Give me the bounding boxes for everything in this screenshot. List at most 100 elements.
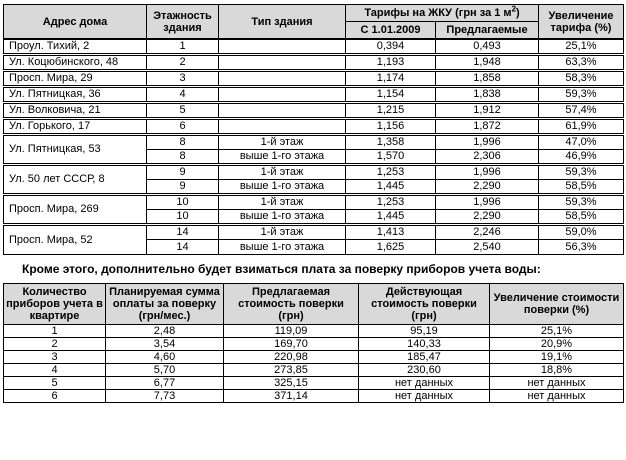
tariff-current-cell: 0,394 [345, 38, 436, 55]
table-row: 6 7,73 371,14 нет данных нет данных [3, 389, 624, 403]
cost-increase-cell: нет данных [489, 389, 624, 403]
current-cost-cell: 185,47 [358, 350, 490, 364]
tariff-current-cell: 1,358 [345, 133, 436, 150]
current-cost-cell: 140,33 [358, 337, 490, 351]
column-header-building-type: Тип здания [218, 4, 346, 40]
tariff-proposed-cell: 1,912 [435, 101, 539, 119]
table-row: Ул. Пятницкая, 53 8 1-й этаж 1,358 1,996… [3, 133, 624, 165]
building-type-cell [218, 101, 346, 119]
proposed-cost-cell: 119,09 [223, 324, 359, 338]
tariff-table: Адрес дома Этажность здания Тип здания Т… [3, 4, 624, 255]
tariff-increase-cell: 56,3% [538, 239, 624, 255]
tariff-increase-cell: 59,3% [538, 193, 624, 210]
tariff-proposed-cell: 2,246 [435, 223, 539, 240]
address-cell: Ул. Горького, 17 [3, 117, 147, 135]
table-row: 10 выше 1-го этажа 1,445 2,290 58,5% [4, 209, 624, 225]
address-cell: Ул. Пятницкая, 36 [3, 85, 147, 103]
tariff-proposed-cell: 2,290 [435, 179, 539, 195]
table-row: Ул. Горького, 17 6 1,156 1,872 61,9% [3, 117, 624, 135]
tariff-proposed-cell: 1,996 [435, 133, 539, 150]
meters-count-cell: 2 [3, 337, 106, 351]
tariff-increase-cell: 58,3% [538, 69, 624, 87]
floors-cell: 9 [146, 163, 219, 180]
floors-cell: 4 [146, 85, 219, 103]
tariff-current-cell: 1,570 [345, 149, 436, 165]
floors-cell: 10 [146, 193, 219, 210]
column-header-address: Адрес дома [3, 4, 147, 40]
meters-count-cell: 6 [3, 389, 106, 403]
floors-cell: 10 [146, 209, 219, 225]
tariff-current-cell: 1,174 [345, 69, 436, 87]
current-cost-cell: нет данных [358, 376, 490, 390]
cost-increase-cell: 20,9% [489, 337, 624, 351]
cost-increase-cell: 18,8% [489, 363, 624, 377]
tariff-current-cell: 1,253 [345, 163, 436, 180]
floors-cell: 6 [146, 117, 219, 135]
address-cell: Просп. Мира, 52 [3, 223, 147, 255]
proposed-cost-cell: 325,15 [223, 376, 359, 390]
tariff-proposed-cell: 2,306 [435, 149, 539, 165]
header-row: Адрес дома Этажность здания Тип здания Т… [3, 4, 624, 40]
building-type-cell: 1-й этаж [218, 193, 346, 210]
building-type-cell [218, 85, 346, 103]
floors-cell: 14 [146, 239, 219, 255]
table-row: Проул. Тихий, 2 1 0,394 0,493 25,1% [3, 38, 624, 55]
tariff-increase-cell: 59,0% [538, 223, 624, 240]
tariff-proposed-cell: 1,858 [435, 69, 539, 87]
current-cost-cell: 95,19 [358, 324, 490, 338]
column-header-tariff-proposed: Предлагаемые [435, 21, 539, 40]
cost-increase-cell: 25,1% [489, 324, 624, 338]
proposed-cost-cell: 371,14 [223, 389, 359, 403]
tariff-increase-cell: 58,5% [538, 209, 624, 225]
floors-cell: 5 [146, 101, 219, 119]
table-row: 3 4,60 220,98 185,47 19,1% [3, 350, 624, 364]
monthly-payment-cell: 4,60 [105, 350, 224, 364]
column-header-tariff-from: С 1.01.2009 [345, 21, 436, 40]
floors-cell: 3 [146, 69, 219, 87]
tariff-increase-cell: 59,3% [538, 163, 624, 180]
tariff-increase-cell: 61,9% [538, 117, 624, 135]
tariff-current-cell: 1,156 [345, 117, 436, 135]
cost-increase-cell: 19,1% [489, 350, 624, 364]
column-header-meters-count: Количество приборов учета в квартире [3, 283, 106, 325]
note-text: Кроме этого, дополнительно будет взимать… [22, 262, 541, 276]
table-row: 5 6,77 325,15 нет данных нет данных [3, 376, 624, 390]
column-header-tariffs-group: Тарифы на ЖКУ (грн за 1 м2) [345, 4, 539, 22]
proposed-cost-cell: 273,85 [223, 363, 359, 377]
monthly-payment-cell: 5,70 [105, 363, 224, 377]
monthly-payment-cell: 7,73 [105, 389, 224, 403]
table-row: 2 3,54 169,70 140,33 20,9% [3, 337, 624, 351]
proposed-cost-cell: 220,98 [223, 350, 359, 364]
tariff-proposed-cell: 1,948 [435, 53, 539, 71]
tariffs-group-label: Тарифы на ЖКУ (грн за 1 м [364, 7, 512, 19]
tariff-proposed-cell: 2,290 [435, 209, 539, 225]
column-header-cost-increase: Увеличение стоимости поверки (%) [489, 283, 624, 325]
building-type-cell [218, 38, 346, 55]
floors-cell: 8 [146, 133, 219, 150]
address-cell: Просп. Мира, 29 [3, 69, 147, 87]
tariff-current-cell: 1,193 [345, 53, 436, 71]
meters-count-cell: 3 [3, 350, 106, 364]
tariff-current-cell: 1,253 [345, 193, 436, 210]
column-header-monthly-payment: Планируемая сумма оплаты за поверку (грн… [105, 283, 224, 325]
tariff-current-cell: 1,215 [345, 101, 436, 119]
table-row: Просп. Мира, 29 3 1,174 1,858 58,3% [3, 69, 624, 87]
address-cell: Проул. Тихий, 2 [3, 38, 147, 55]
table-row: Ул. Волковича, 21 5 1,215 1,912 57,4% [3, 101, 624, 119]
building-type-cell [218, 69, 346, 87]
building-type-cell: выше 1-го этажа [218, 239, 346, 255]
building-type-cell: выше 1-го этажа [218, 209, 346, 225]
superscript-2: 2 [511, 4, 517, 14]
column-header-increase: Увеличение тарифа (%) [538, 4, 624, 40]
monthly-payment-cell: 2,48 [105, 324, 224, 338]
cost-increase-cell: нет данных [489, 376, 624, 390]
current-cost-cell: нет данных [358, 389, 490, 403]
table-row: 14 выше 1-го этажа 1,625 2,540 56,3% [4, 239, 624, 255]
column-header-floors: Этажность здания [146, 4, 219, 40]
building-type-cell [218, 53, 346, 71]
table-row: Просп. Мира, 269 10 1-й этаж 1,253 1,996… [3, 193, 624, 225]
meters-count-cell: 1 [3, 324, 106, 338]
verification-table: Количество приборов учета в квартире Пла… [3, 283, 624, 403]
current-cost-cell: 230,60 [358, 363, 490, 377]
tariff-current-cell: 1,154 [345, 85, 436, 103]
